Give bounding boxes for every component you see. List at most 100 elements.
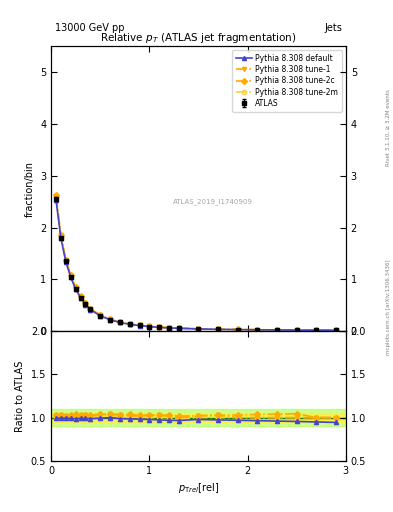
Pythia 8.308 default: [235, 327, 240, 333]
Pythia 8.308 tune-2c: [294, 327, 299, 333]
Pythia 8.308 tune-2c: [53, 193, 59, 199]
Pythia 8.308 tune-1: [68, 273, 73, 279]
Pythia 8.308 tune-2c: [255, 327, 260, 333]
Pythia 8.308 tune-2m: [68, 273, 73, 280]
Pythia 8.308 default: [157, 324, 162, 330]
Pythia 8.308 tune-1: [176, 325, 181, 331]
Pythia 8.308 tune-1: [78, 294, 83, 300]
Y-axis label: Ratio to ATLAS: Ratio to ATLAS: [15, 360, 25, 432]
Line: Pythia 8.308 tune-1: Pythia 8.308 tune-1: [54, 195, 338, 332]
Text: Rivet 3.1.10, ≥ 3.2M events: Rivet 3.1.10, ≥ 3.2M events: [386, 90, 391, 166]
Pythia 8.308 tune-2m: [196, 326, 201, 332]
Line: Pythia 8.308 default: Pythia 8.308 default: [54, 198, 338, 332]
Pythia 8.308 tune-2c: [59, 232, 63, 238]
Pythia 8.308 tune-2c: [314, 327, 319, 333]
Pythia 8.308 tune-1: [118, 319, 122, 325]
Pythia 8.308 tune-2c: [73, 284, 78, 290]
Pythia 8.308 default: [83, 302, 88, 308]
Pythia 8.308 tune-2c: [235, 327, 240, 333]
Pythia 8.308 default: [334, 327, 338, 333]
Pythia 8.308 tune-2c: [68, 272, 73, 279]
Pythia 8.308 default: [127, 321, 132, 327]
Pythia 8.308 tune-2c: [147, 323, 152, 329]
Pythia 8.308 tune-1: [275, 327, 279, 333]
Pythia 8.308 tune-2m: [64, 258, 68, 264]
Pythia 8.308 default: [118, 319, 122, 326]
Pythia 8.308 tune-2c: [78, 293, 83, 300]
Pythia 8.308 default: [255, 327, 260, 333]
Y-axis label: fraction/bin: fraction/bin: [24, 161, 35, 217]
Pythia 8.308 tune-2m: [59, 234, 63, 240]
Pythia 8.308 tune-2c: [98, 312, 103, 318]
Pythia 8.308 tune-1: [137, 323, 142, 329]
Pythia 8.308 default: [147, 324, 152, 330]
Pythia 8.308 tune-2m: [147, 324, 152, 330]
Pythia 8.308 tune-2c: [83, 300, 88, 306]
Pythia 8.308 tune-2m: [167, 325, 171, 331]
Pythia 8.308 tune-2m: [255, 327, 260, 333]
Pythia 8.308 tune-2m: [127, 321, 132, 327]
Pythia 8.308 tune-1: [73, 285, 78, 291]
Pythia 8.308 tune-1: [108, 316, 112, 323]
Pythia 8.308 tune-2m: [235, 327, 240, 333]
Pythia 8.308 tune-2m: [216, 326, 220, 332]
Pythia 8.308 tune-2c: [118, 319, 122, 325]
Pythia 8.308 default: [73, 286, 78, 292]
Pythia 8.308 tune-2c: [275, 327, 279, 333]
Pythia 8.308 default: [78, 295, 83, 301]
Pythia 8.308 default: [314, 327, 319, 333]
Pythia 8.308 tune-1: [216, 326, 220, 332]
Pythia 8.308 tune-1: [98, 312, 103, 318]
Pythia 8.308 default: [98, 313, 103, 319]
Text: 13000 GeV pp: 13000 GeV pp: [55, 23, 125, 33]
Pythia 8.308 tune-2m: [53, 195, 59, 201]
Pythia 8.308 tune-1: [64, 257, 68, 263]
Text: mcplots.cern.ch [arXiv:1306.3436]: mcplots.cern.ch [arXiv:1306.3436]: [386, 260, 391, 355]
Pythia 8.308 tune-2m: [78, 294, 83, 300]
Pythia 8.308 tune-1: [334, 327, 338, 333]
Pythia 8.308 tune-2c: [127, 321, 132, 327]
Pythia 8.308 tune-2c: [137, 322, 142, 328]
Pythia 8.308 default: [216, 326, 220, 332]
Pythia 8.308 tune-2c: [216, 326, 220, 332]
Text: ATLAS_2019_I1740909: ATLAS_2019_I1740909: [173, 198, 253, 205]
Pythia 8.308 tune-2m: [176, 325, 181, 331]
Pythia 8.308 tune-2c: [176, 325, 181, 331]
Pythia 8.308 default: [196, 326, 201, 332]
Pythia 8.308 tune-1: [88, 306, 93, 312]
Pythia 8.308 tune-1: [59, 232, 63, 239]
Pythia 8.308 default: [64, 259, 68, 265]
Pythia 8.308 default: [137, 323, 142, 329]
Pythia 8.308 tune-1: [127, 321, 132, 327]
Pythia 8.308 tune-2m: [334, 327, 338, 333]
Pythia 8.308 tune-2c: [157, 324, 162, 330]
Pythia 8.308 tune-1: [167, 325, 171, 331]
Pythia 8.308 tune-2m: [118, 319, 122, 325]
Pythia 8.308 default: [68, 274, 73, 281]
Line: Pythia 8.308 tune-2c: Pythia 8.308 tune-2c: [54, 194, 338, 332]
Pythia 8.308 tune-2m: [275, 327, 279, 333]
Pythia 8.308 tune-2c: [108, 316, 112, 323]
Pythia 8.308 tune-2m: [294, 327, 299, 333]
Pythia 8.308 tune-1: [294, 327, 299, 333]
Pythia 8.308 tune-2c: [196, 326, 201, 332]
Pythia 8.308 default: [167, 325, 171, 331]
Pythia 8.308 tune-2m: [83, 301, 88, 307]
Pythia 8.308 tune-1: [83, 301, 88, 307]
Pythia 8.308 default: [275, 327, 279, 333]
Pythia 8.308 default: [59, 236, 63, 242]
Pythia 8.308 tune-2c: [64, 257, 68, 263]
Pythia 8.308 tune-1: [147, 324, 152, 330]
Pythia 8.308 tune-2m: [157, 324, 162, 330]
Pythia 8.308 tune-2c: [334, 327, 338, 333]
Pythia 8.308 tune-2m: [88, 306, 93, 312]
Pythia 8.308 tune-1: [53, 194, 59, 200]
Pythia 8.308 default: [108, 317, 112, 323]
Line: Pythia 8.308 tune-2m: Pythia 8.308 tune-2m: [54, 196, 338, 332]
Legend: Pythia 8.308 default, Pythia 8.308 tune-1, Pythia 8.308 tune-2c, Pythia 8.308 tu: Pythia 8.308 default, Pythia 8.308 tune-…: [232, 50, 342, 112]
X-axis label: $p_{\mathrm{T}rel}[\mathrm{rel}]$: $p_{\mathrm{T}rel}[\mathrm{rel}]$: [178, 481, 219, 495]
Pythia 8.308 default: [53, 197, 59, 203]
Pythia 8.308 tune-2m: [73, 285, 78, 291]
Title: Relative $p_T$ (ATLAS jet fragmentation): Relative $p_T$ (ATLAS jet fragmentation): [100, 31, 297, 45]
Text: Jets: Jets: [324, 23, 342, 33]
